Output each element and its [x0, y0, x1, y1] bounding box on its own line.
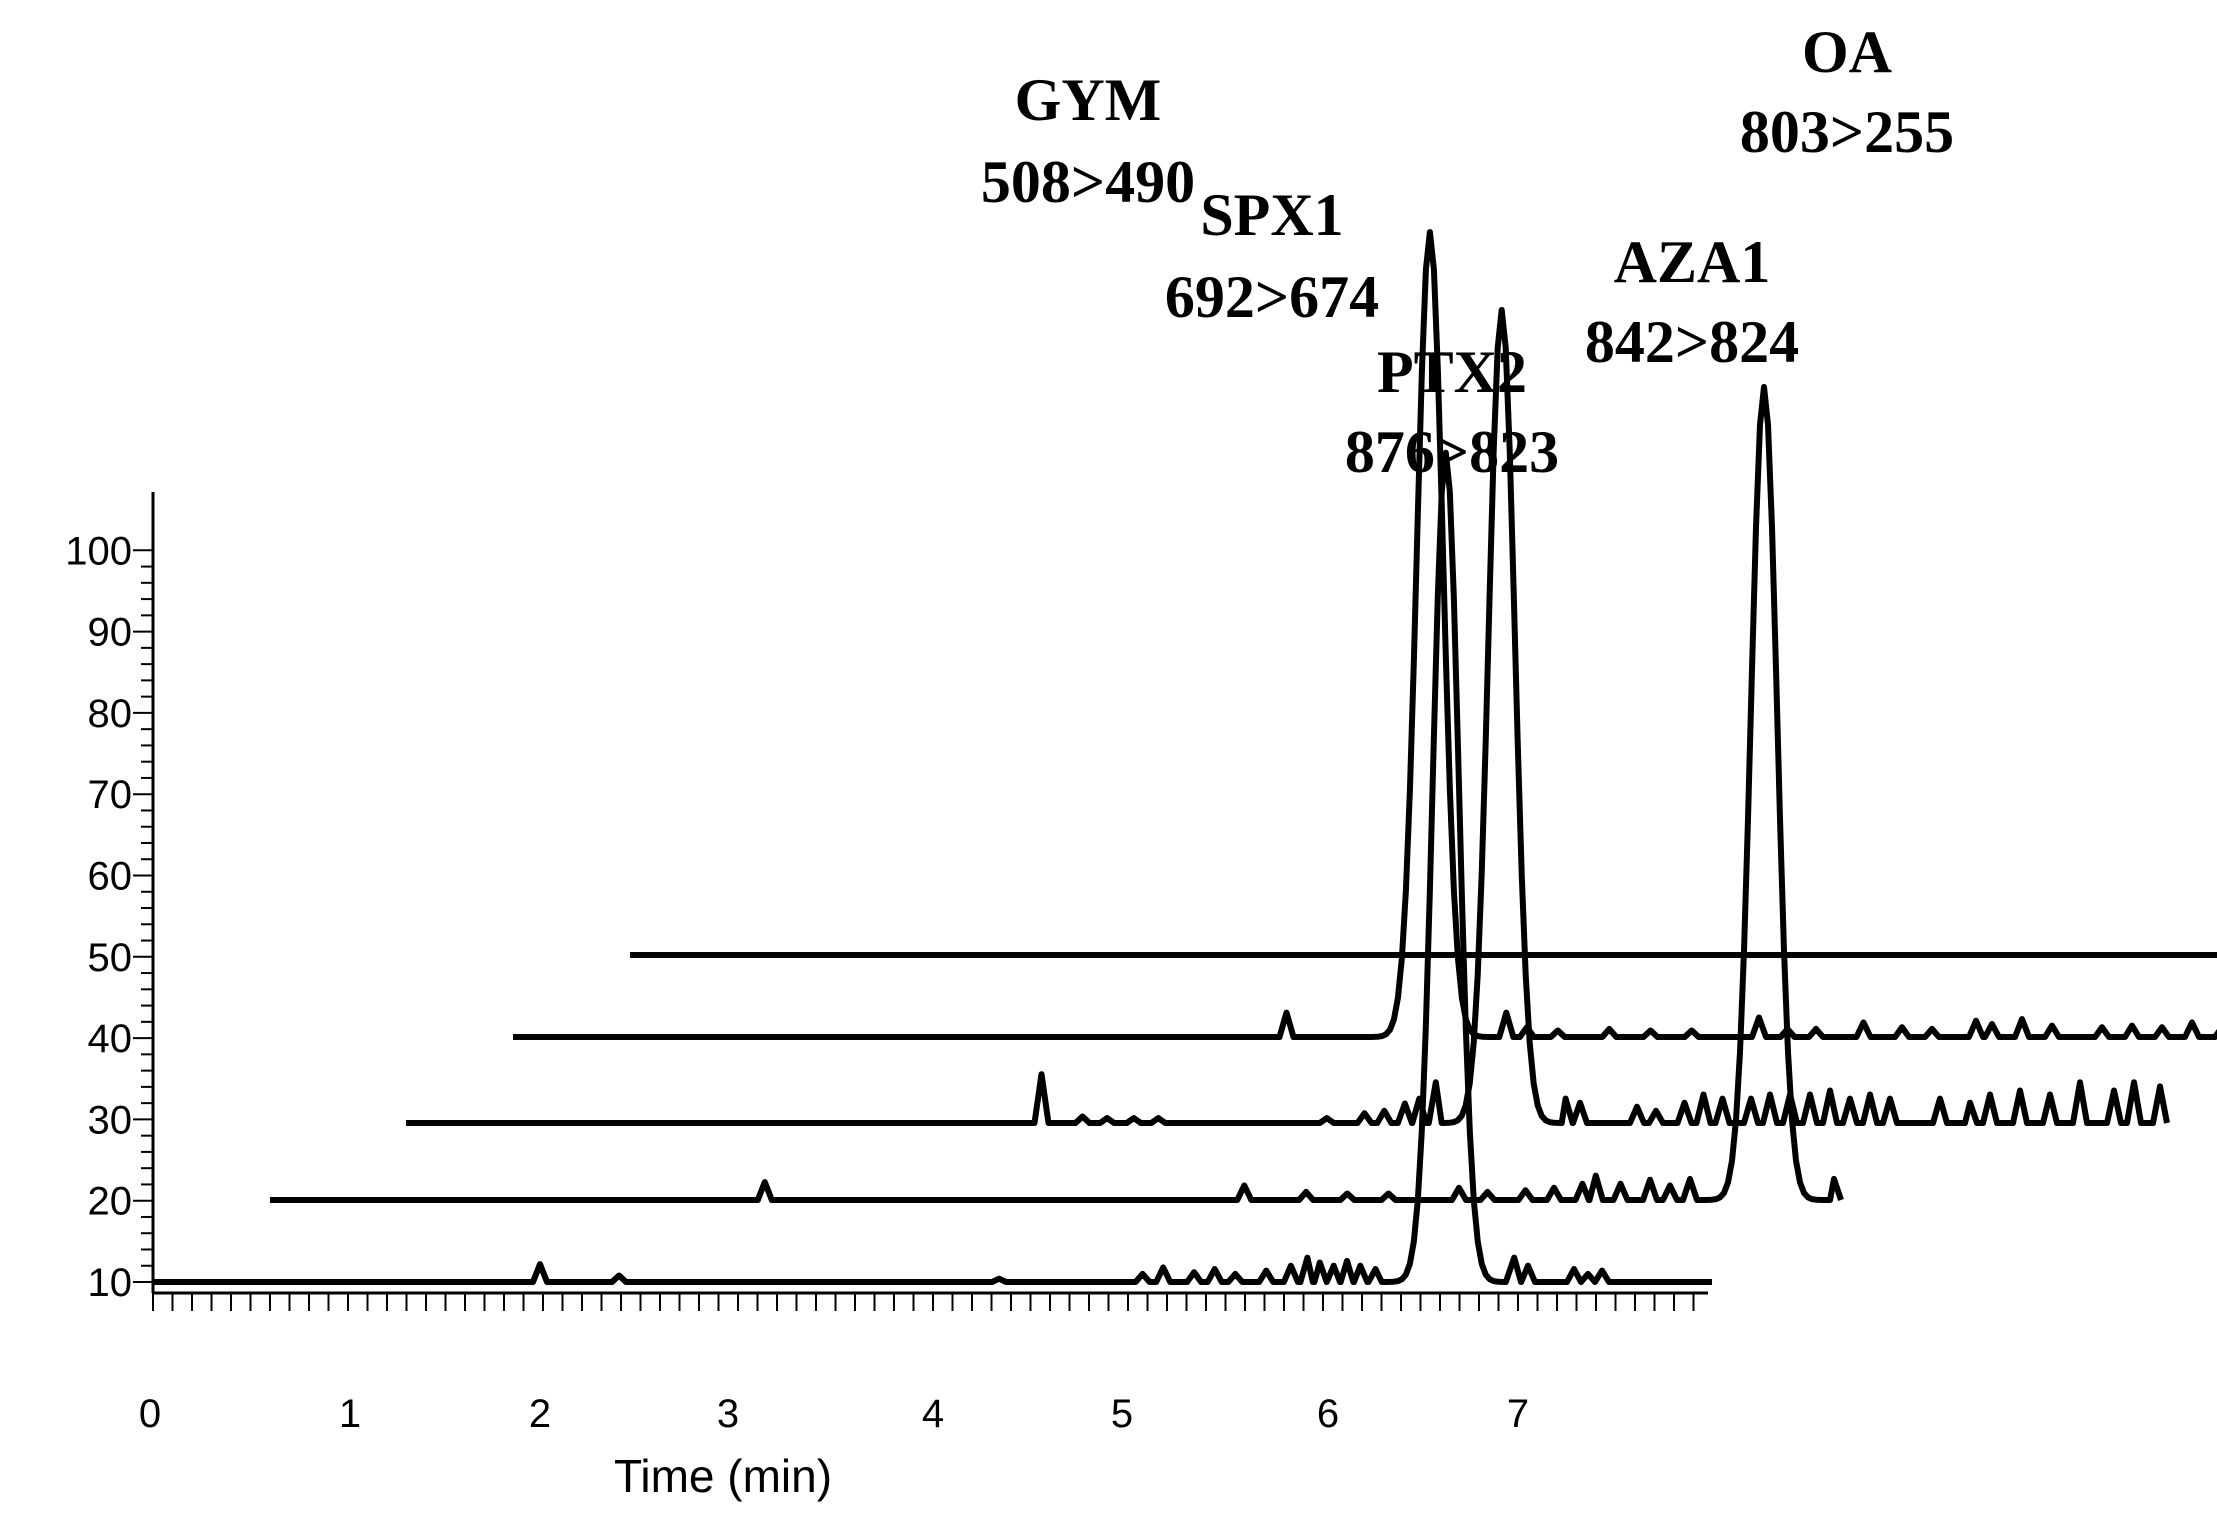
peak-label-name: SPX1 [1200, 182, 1343, 248]
x-tick-label: 3 [717, 1392, 739, 1436]
y-tick-label: 70 [88, 773, 133, 817]
trace-ptx2 [153, 449, 1712, 1285]
peak-label-name: GYM [1015, 67, 1162, 133]
peak-label-transition: 508>490 [981, 149, 1195, 215]
trace-aza1 [270, 384, 1844, 1203]
trace-spx1 [406, 307, 2170, 1126]
peak-label-transition: 692>674 [1165, 264, 1379, 330]
y-tick-label: 60 [88, 855, 133, 899]
x-tick-label: 5 [1111, 1392, 1133, 1436]
x-tick-label: 2 [529, 1392, 551, 1436]
y-tick-label: 20 [88, 1180, 133, 1224]
y-tick-label: 40 [88, 1017, 133, 1061]
x-tick-label: 7 [1507, 1392, 1529, 1436]
peak-label-transition: 876>823 [1345, 419, 1559, 485]
peak-labels: PTX2 876>823 AZA1 842>824 SPX1 692>674 GYM 508>… [981, 19, 1954, 485]
peak-label-name: AZA1 [1614, 229, 1771, 295]
x-tick-label: 1 [339, 1392, 361, 1436]
peak-label-transition: 842>824 [1585, 309, 1799, 375]
y-tick-label: 10 [88, 1261, 133, 1305]
x-tick-label: 0 [139, 1392, 161, 1436]
x-tick-label: 4 [922, 1392, 944, 1436]
peak-label-name: OA [1802, 19, 1892, 85]
x-axis: 0 1 2 3 4 5 6 7 [139, 1291, 1708, 1436]
chromatogram-traces [153, 229, 2217, 1285]
y-tick-label: 50 [88, 936, 133, 980]
x-axis-title: Time (min) [614, 1450, 832, 1502]
y-tick-label: 90 [88, 611, 133, 655]
y-tick-label: 80 [88, 692, 133, 736]
x-tick-label: 6 [1317, 1392, 1339, 1436]
trace-gym [513, 229, 2217, 1040]
peak-label-name: PTX2 [1377, 339, 1527, 405]
peak-label-transition: 803>255 [1740, 99, 1954, 165]
y-tick-label: 30 [88, 1098, 133, 1142]
y-tick-label: 100 [65, 529, 132, 573]
y-axis: 10 20 30 40 50 60 70 80 90 100 [65, 492, 155, 1305]
